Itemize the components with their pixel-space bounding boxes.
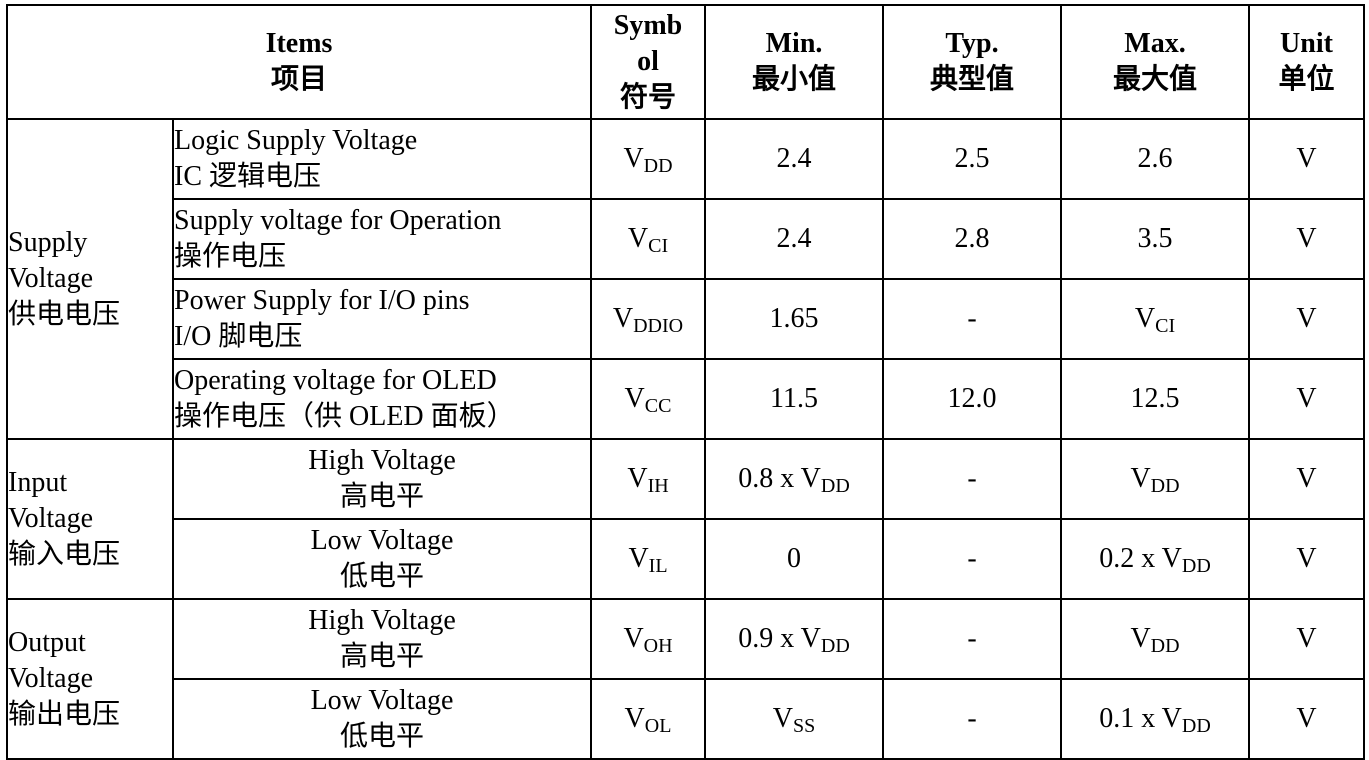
table-row: Supply voltage for Operation 操作电压 VCI 2.…: [7, 198, 1365, 280]
symbol-cell: VDDIO: [590, 278, 706, 360]
typ-cell: -: [882, 678, 1062, 760]
electrical-characteristics-table: Items 项目 Symb ol 符号 Min. 最小值 Typ. 典型值 Ma…: [6, 4, 1365, 760]
table-row: Supply Voltage 供电电压 Logic Supply Voltage…: [6, 118, 1365, 440]
header-row: Items 项目 Symb ol 符号 Min. 最小值 Typ. 典型值 Ma…: [6, 4, 1365, 120]
typ-cell: 2.8: [882, 198, 1062, 280]
unit-cell: V: [1248, 118, 1365, 200]
unit-cell: V: [1248, 518, 1365, 600]
item-cell: High Voltage 高电平: [172, 438, 592, 520]
symbol-cell: VOL: [590, 678, 706, 760]
typ-cell: -: [882, 438, 1062, 520]
max-cell: VCI: [1060, 278, 1250, 360]
unit-cell: V: [1248, 358, 1365, 440]
min-cell: 2.4: [704, 118, 884, 200]
unit-cell: V: [1248, 198, 1365, 280]
symbol-cell: VCI: [590, 198, 706, 280]
typ-cell: -: [882, 278, 1062, 360]
item-cell: Power Supply for I/O pins I/O 脚电压: [172, 278, 592, 360]
max-cell: VDD: [1060, 598, 1250, 680]
table-row: Output Voltage 输出电压 High Voltage 高电平 VOH…: [6, 598, 1365, 760]
unit-cell: V: [1248, 438, 1365, 520]
max-cell: 12.5: [1060, 358, 1250, 440]
symbol-cell: VCC: [590, 358, 706, 440]
symbol-cell: VIH: [590, 438, 706, 520]
item-cell: Low Voltage 低电平: [172, 518, 592, 600]
item-cell: High Voltage 高电平: [172, 598, 592, 680]
max-cell: 2.6: [1060, 118, 1250, 200]
group-output-voltage: Output Voltage 输出电压: [6, 598, 174, 760]
header-unit: Unit 单位: [1248, 4, 1365, 120]
table-row: Input Voltage 输入电压 High Voltage 高电平 VIH …: [6, 438, 1365, 600]
unit-cell: V: [1248, 598, 1365, 680]
min-cell: 11.5: [704, 358, 884, 440]
item-cell: Operating voltage for OLED 操作电压（供 OLED 面…: [172, 358, 592, 440]
header-items: Items 项目: [6, 4, 592, 120]
max-cell: 3.5: [1060, 198, 1250, 280]
max-cell: 0.2 x VDD: [1060, 518, 1250, 600]
item-cell: Low Voltage 低电平: [172, 678, 592, 760]
typ-cell: -: [882, 518, 1062, 600]
typ-cell: 2.5: [882, 118, 1062, 200]
min-cell: 0.8 x VDD: [704, 438, 884, 520]
table-row: Low Voltage 低电平 VIL 0 - 0.2 x VDD V: [7, 518, 1365, 600]
max-cell: VDD: [1060, 438, 1250, 520]
min-cell: 0: [704, 518, 884, 600]
symbol-cell: VIL: [590, 518, 706, 600]
unit-cell: V: [1248, 678, 1365, 760]
header-max: Max. 最大值: [1060, 4, 1250, 120]
symbol-cell: VDD: [590, 118, 706, 200]
header-min: Min. 最小值: [704, 4, 884, 120]
min-cell: 0.9 x VDD: [704, 598, 884, 680]
table-row: Operating voltage for OLED 操作电压（供 OLED 面…: [7, 358, 1365, 440]
table-row: Power Supply for I/O pins I/O 脚电压 VDDIO …: [7, 278, 1365, 360]
item-cell: Logic Supply Voltage IC 逻辑电压: [172, 118, 592, 200]
header-symbol: Symb ol 符号: [590, 4, 706, 120]
table-row: Low Voltage 低电平 VOL VSS - 0.1 x VDD V: [7, 678, 1365, 760]
typ-cell: -: [882, 598, 1062, 680]
min-cell: 1.65: [704, 278, 884, 360]
min-cell: VSS: [704, 678, 884, 760]
typ-cell: 12.0: [882, 358, 1062, 440]
item-cell: Supply voltage for Operation 操作电压: [172, 198, 592, 280]
group-input-voltage: Input Voltage 输入电压: [6, 438, 174, 600]
max-cell: 0.1 x VDD: [1060, 678, 1250, 760]
header-typ: Typ. 典型值: [882, 4, 1062, 120]
group-supply-voltage: Supply Voltage 供电电压: [6, 118, 174, 440]
symbol-cell: VOH: [590, 598, 706, 680]
unit-cell: V: [1248, 278, 1365, 360]
min-cell: 2.4: [704, 198, 884, 280]
